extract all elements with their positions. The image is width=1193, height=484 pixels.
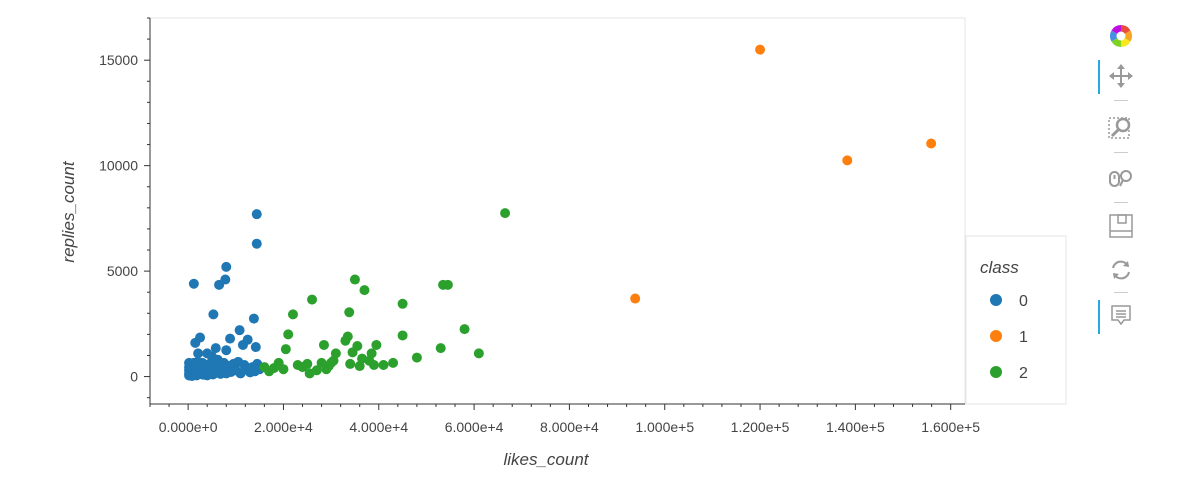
scatter-point-class-0 — [250, 342, 261, 353]
legend-swatch-1 — [990, 330, 1002, 342]
scatter-point-class-0 — [195, 332, 206, 343]
scatter-point-class-2 — [397, 298, 408, 309]
save-tool[interactable] — [1098, 210, 1144, 244]
y-tick-label: 0 — [130, 369, 138, 385]
x-tick-label: 8.000e+4 — [540, 419, 599, 435]
scatter-point-class-2 — [397, 330, 408, 341]
scatter-point-class-2 — [500, 208, 511, 219]
scatter-point-class-0 — [208, 309, 219, 320]
scatter-point-class-0 — [221, 261, 232, 272]
legend-title: class — [980, 258, 1019, 277]
scatter-point-class-2 — [302, 358, 313, 369]
scatter-point-class-0 — [248, 313, 259, 324]
scatter-point-class-2 — [311, 365, 322, 376]
scatter-point-class-0 — [225, 333, 236, 344]
legend-label-1: 1 — [1019, 329, 1028, 346]
x-tick-label: 1.400e+5 — [826, 419, 885, 435]
scatter-point-class-2 — [359, 285, 370, 296]
scatter-point-class-0 — [251, 209, 262, 220]
scatter-point-class-0 — [251, 238, 262, 249]
x-tick-label: 2.000e+4 — [254, 419, 313, 435]
scatter-point-class-2 — [318, 339, 329, 350]
legend-swatch-0 — [990, 294, 1002, 306]
scatter-point-class-0 — [193, 348, 204, 359]
save-icon — [1109, 214, 1133, 238]
scatter-point-class-2 — [352, 340, 363, 351]
scatter-point-class-0 — [188, 278, 199, 289]
x-tick-label: 0.000e+0 — [159, 419, 218, 435]
hover-icon — [1111, 305, 1131, 326]
points-layer — [184, 44, 937, 381]
scatter-point-class-2 — [349, 274, 360, 285]
pan-icon — [1109, 64, 1133, 88]
reset-icon — [1112, 260, 1130, 280]
scatter-point-class-2 — [435, 343, 446, 354]
scatter-point-class-1 — [926, 138, 937, 149]
legend-label-0: 0 — [1019, 293, 1028, 310]
scatter-point-class-0 — [210, 343, 221, 354]
scatter-point-class-0 — [220, 274, 231, 285]
scatter-point-class-2 — [473, 348, 484, 359]
scatter-point-class-2 — [283, 329, 294, 340]
wheel-zoom-icon — [1109, 170, 1132, 187]
reset-tool[interactable] — [1098, 254, 1144, 288]
scatter-point-class-2 — [345, 358, 356, 369]
scatter-point-class-2 — [411, 352, 422, 363]
legend: class 0 1 2 — [965, 235, 1067, 405]
scatter-point-class-0 — [221, 345, 232, 356]
scatter-point-class-1 — [630, 293, 641, 304]
y-tick-label: 15000 — [99, 52, 138, 68]
legend-swatch-2 — [990, 366, 1002, 378]
scatter-point-class-2 — [344, 307, 355, 318]
hover-tool[interactable] — [1098, 300, 1144, 334]
scatter-point-class-2 — [388, 357, 399, 368]
x-axis-title: likes_count — [503, 450, 589, 469]
scatter-point-class-2 — [280, 344, 291, 355]
x-tick-label: 6.000e+4 — [445, 419, 504, 435]
scatter-point-class-2 — [371, 339, 382, 350]
box-zoom-tool[interactable] — [1098, 112, 1144, 146]
bokeh-logo-icon[interactable] — [1098, 20, 1144, 54]
legend-items: 0 1 2 — [990, 293, 1028, 382]
x-tick-label: 1.200e+5 — [731, 419, 790, 435]
scatter-point-class-2 — [369, 359, 380, 370]
y-tick-label: 10000 — [99, 158, 138, 174]
scatter-point-class-2 — [307, 294, 318, 305]
legend-box — [965, 235, 1067, 405]
scatter-point-class-2 — [459, 324, 470, 335]
scatter-point-class-2 — [287, 309, 298, 320]
scatter-point-class-2 — [442, 279, 453, 290]
scatter-point-class-2 — [330, 348, 341, 359]
box-zoom-icon — [1108, 117, 1131, 139]
scatter-point-class-0 — [234, 325, 245, 336]
legend-label-2: 2 — [1019, 365, 1028, 382]
scatter-point-class-2 — [366, 348, 377, 359]
x-tick-label: 1.000e+5 — [635, 419, 694, 435]
scatter-point-class-2 — [378, 359, 389, 370]
x-tick-label: 4.000e+4 — [349, 419, 408, 435]
scatter-point-class-2 — [278, 364, 289, 375]
x-tick-label: 1.600e+5 — [921, 419, 980, 435]
scatter-point-class-1 — [755, 44, 766, 55]
y-axis-title: replies_count — [59, 160, 78, 262]
wheel-zoom-tool[interactable] — [1098, 162, 1144, 196]
scatter-point-class-2 — [342, 331, 353, 342]
scatter-point-class-0 — [242, 334, 253, 345]
scatter-point-class-1 — [842, 155, 853, 166]
axes-layer: 0.000e+0 2.000e+4 4.000e+4 6.000e+4 8.000e+4… — [99, 17, 980, 435]
pan-tool[interactable] — [1098, 60, 1144, 94]
y-tick-label: 5000 — [107, 263, 138, 279]
